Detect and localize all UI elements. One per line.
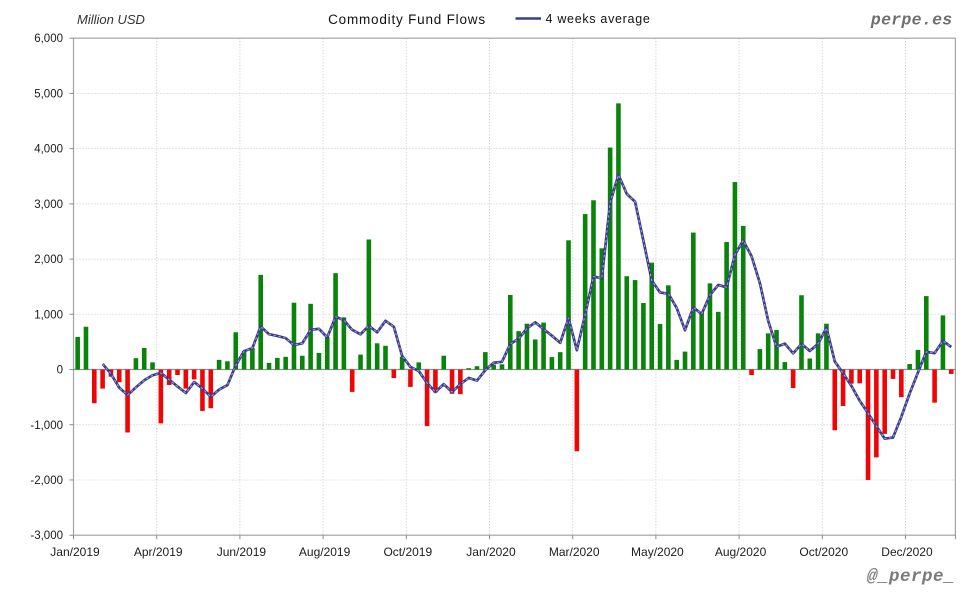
svg-text:4 weeks average: 4 weeks average — [546, 12, 651, 26]
svg-text:perpe.es: perpe.es — [870, 11, 953, 30]
svg-text:Aug/2019: Aug/2019 — [299, 545, 351, 559]
svg-text:Mar/2020: Mar/2020 — [549, 545, 600, 559]
svg-text:Oct/2019: Oct/2019 — [383, 545, 432, 559]
svg-text:4,000: 4,000 — [34, 144, 63, 156]
svg-text:@_perpe_: @_perpe_ — [867, 567, 955, 587]
svg-text:2,000: 2,000 — [34, 254, 63, 266]
svg-text:Jan/2019: Jan/2019 — [50, 545, 100, 559]
svg-text:Dec/2020: Dec/2020 — [881, 545, 933, 559]
svg-text:1,000: 1,000 — [34, 309, 63, 321]
svg-text:Million USD: Million USD — [77, 12, 145, 27]
svg-text:Oct/2020: Oct/2020 — [799, 545, 848, 559]
svg-text:Apr/2019: Apr/2019 — [134, 545, 183, 559]
svg-text:-3,000: -3,000 — [30, 530, 63, 542]
svg-text:Aug/2020: Aug/2020 — [715, 545, 767, 559]
svg-text:Commodity Fund Flows: Commodity Fund Flows — [328, 12, 486, 27]
svg-text:0: 0 — [57, 365, 63, 377]
svg-text:Jun/2019: Jun/2019 — [217, 545, 267, 559]
svg-text:6,000: 6,000 — [34, 33, 63, 45]
svg-text:-1,000: -1,000 — [30, 420, 63, 432]
svg-text:May/2020: May/2020 — [631, 545, 684, 559]
svg-text:Jan/2020: Jan/2020 — [466, 545, 516, 559]
svg-text:-2,000: -2,000 — [30, 475, 63, 487]
svg-text:5,000: 5,000 — [34, 88, 63, 100]
svg-text:3,000: 3,000 — [34, 199, 63, 211]
